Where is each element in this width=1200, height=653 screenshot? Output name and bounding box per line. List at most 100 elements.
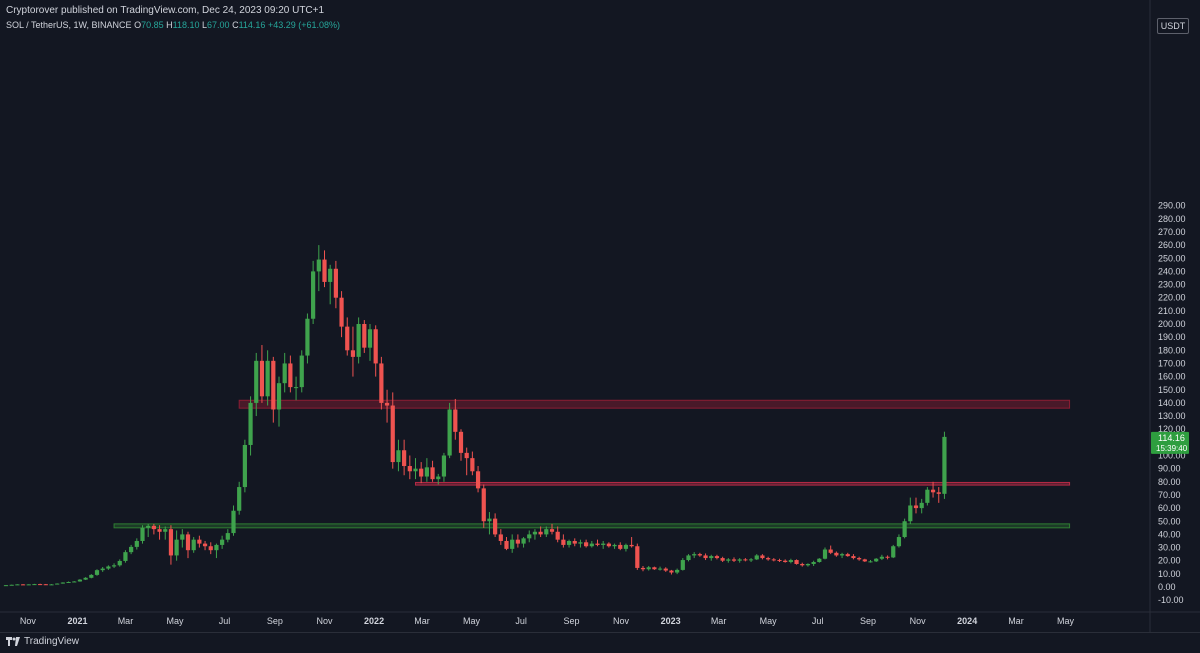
candle-body[interactable] xyxy=(436,476,441,480)
candle-body[interactable] xyxy=(191,539,196,551)
symbol-name[interactable]: SOL / TetherUS, 1W, BINANCE xyxy=(6,20,132,30)
candle-body[interactable] xyxy=(527,534,532,539)
candle-body[interactable] xyxy=(726,559,731,561)
candle-body[interactable] xyxy=(794,560,799,564)
candle-body[interactable] xyxy=(692,554,697,556)
candle-body[interactable] xyxy=(197,539,202,544)
candle-body[interactable] xyxy=(214,544,219,551)
candle-body[interactable] xyxy=(913,505,919,509)
candle-body[interactable] xyxy=(248,402,253,445)
candle-body[interactable] xyxy=(328,268,333,282)
candle-body[interactable] xyxy=(157,529,162,532)
candle-body[interactable] xyxy=(731,559,737,561)
candle-body[interactable] xyxy=(168,529,174,556)
candle-body[interactable] xyxy=(885,556,890,558)
candle-body[interactable] xyxy=(498,534,503,541)
candle-body[interactable] xyxy=(669,570,674,573)
candle-body[interactable] xyxy=(163,529,168,532)
candle-body[interactable] xyxy=(874,558,879,562)
candle-body[interactable] xyxy=(805,563,811,566)
candle-body[interactable] xyxy=(748,559,754,561)
candle-body[interactable] xyxy=(333,268,338,298)
candle-body[interactable] xyxy=(521,538,526,544)
candle-body[interactable] xyxy=(709,556,714,559)
candle-body[interactable] xyxy=(384,402,390,406)
candle-body[interactable] xyxy=(185,534,191,551)
candle-body[interactable] xyxy=(453,409,458,432)
candle-body[interactable] xyxy=(868,561,873,563)
candle-body[interactable] xyxy=(55,583,60,585)
candle-body[interactable] xyxy=(902,521,907,538)
candle-body[interactable] xyxy=(20,584,26,586)
candle-body[interactable] xyxy=(208,546,213,551)
candle-body[interactable] xyxy=(481,488,486,522)
candle-body[interactable] xyxy=(117,560,122,566)
candle-body[interactable] xyxy=(930,489,936,493)
candle-body[interactable] xyxy=(714,556,720,559)
candle-body[interactable] xyxy=(635,546,640,568)
currency-button[interactable]: USDT xyxy=(1157,18,1189,34)
candle-body[interactable] xyxy=(43,584,48,586)
candle-body[interactable] xyxy=(282,363,287,384)
candle-body[interactable] xyxy=(675,569,680,573)
candle-body[interactable] xyxy=(3,585,9,587)
candle-body[interactable] xyxy=(584,542,589,547)
candle-body[interactable] xyxy=(817,558,822,563)
candle-body[interactable] xyxy=(379,363,384,403)
candle-body[interactable] xyxy=(77,579,83,582)
candle-body[interactable] xyxy=(891,546,896,558)
candle-body[interactable] xyxy=(800,563,805,566)
candle-body[interactable] xyxy=(845,554,850,557)
candle-body[interactable] xyxy=(743,559,748,561)
candle-body[interactable] xyxy=(788,560,793,563)
candle-body[interactable] xyxy=(811,562,816,564)
price-chart[interactable]: 290.00 280.00 270.00 260.00 250.00 240.00 230.… xyxy=(0,0,1200,632)
candle-body[interactable] xyxy=(242,444,247,488)
candle-body[interactable] xyxy=(578,542,583,544)
candle-body[interactable] xyxy=(225,533,230,540)
candle-body[interactable] xyxy=(464,452,469,459)
candle-body[interactable] xyxy=(839,554,845,556)
candle-body[interactable] xyxy=(259,360,265,397)
candle-body[interactable] xyxy=(703,555,708,559)
candle-body[interactable] xyxy=(237,487,242,511)
candle-body[interactable] xyxy=(487,518,492,522)
candle-body[interactable] xyxy=(202,543,208,547)
candle-body[interactable] xyxy=(407,466,412,472)
candle-body[interactable] xyxy=(146,525,151,528)
candle-body[interactable] xyxy=(549,529,555,532)
candle-body[interactable] xyxy=(26,584,31,586)
candle-body[interactable] xyxy=(345,326,350,351)
candle-body[interactable] xyxy=(857,558,862,560)
candle-body[interactable] xyxy=(822,549,828,559)
candle-body[interactable] xyxy=(896,537,902,547)
candle-body[interactable] xyxy=(652,567,657,570)
candle-body[interactable] xyxy=(174,539,179,556)
candle-body[interactable] xyxy=(100,568,105,571)
candle-body[interactable] xyxy=(441,455,447,477)
candle-body[interactable] xyxy=(430,467,435,480)
candle-body[interactable] xyxy=(618,544,623,549)
candle-body[interactable] xyxy=(111,565,117,567)
candle-body[interactable] xyxy=(754,555,759,560)
candle-body[interactable] xyxy=(305,318,310,356)
candle-body[interactable] xyxy=(106,566,111,569)
candle-body[interactable] xyxy=(322,259,327,282)
candle-body[interactable] xyxy=(265,360,270,397)
candle-body[interactable] xyxy=(737,559,742,561)
candle-body[interactable] xyxy=(424,467,429,477)
candle-body[interactable] xyxy=(686,555,691,561)
candle-body[interactable] xyxy=(66,582,71,584)
candle-body[interactable] xyxy=(862,559,867,562)
candle-body[interactable] xyxy=(311,271,316,319)
candle-body[interactable] xyxy=(293,387,299,389)
candle-body[interactable] xyxy=(316,259,321,272)
zone-resistance-0[interactable] xyxy=(238,399,1071,409)
candle-body[interactable] xyxy=(350,350,356,357)
candle-body[interactable] xyxy=(538,531,543,535)
candle-body[interactable] xyxy=(373,329,378,364)
candle-body[interactable] xyxy=(367,329,373,348)
candle-body[interactable] xyxy=(601,543,606,545)
candle-body[interactable] xyxy=(663,568,668,571)
candle-body[interactable] xyxy=(493,518,498,535)
